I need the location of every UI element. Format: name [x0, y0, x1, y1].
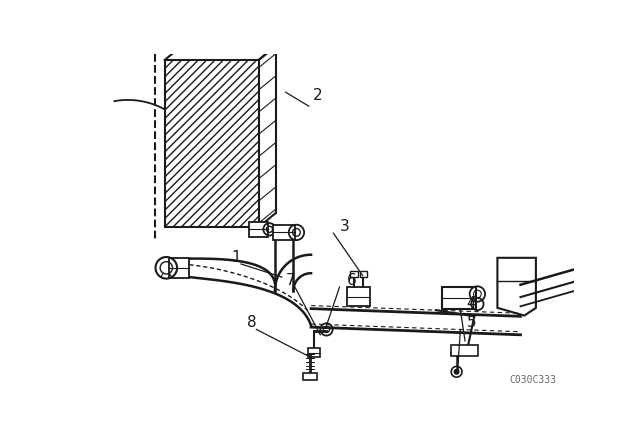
Bar	[442, 287, 476, 309]
Bar	[360, 271, 367, 277]
Bar	[350, 271, 358, 277]
Bar	[303, 373, 317, 380]
Bar	[451, 345, 478, 356]
Text: 1: 1	[232, 250, 241, 265]
Text: 2: 2	[312, 88, 322, 103]
Text: C030C333: C030C333	[509, 375, 556, 385]
Bar	[170, 258, 189, 278]
Text: 8: 8	[247, 315, 257, 330]
Bar	[348, 287, 371, 306]
Text: 4: 4	[467, 296, 476, 311]
Circle shape	[454, 370, 459, 374]
Text: 7: 7	[285, 273, 295, 288]
Text: 5: 5	[467, 315, 476, 330]
Bar	[164, 60, 259, 227]
Bar	[273, 225, 295, 240]
Text: 6: 6	[348, 273, 357, 288]
Text: 3: 3	[340, 219, 349, 234]
Bar	[308, 348, 320, 357]
Bar	[250, 222, 268, 237]
